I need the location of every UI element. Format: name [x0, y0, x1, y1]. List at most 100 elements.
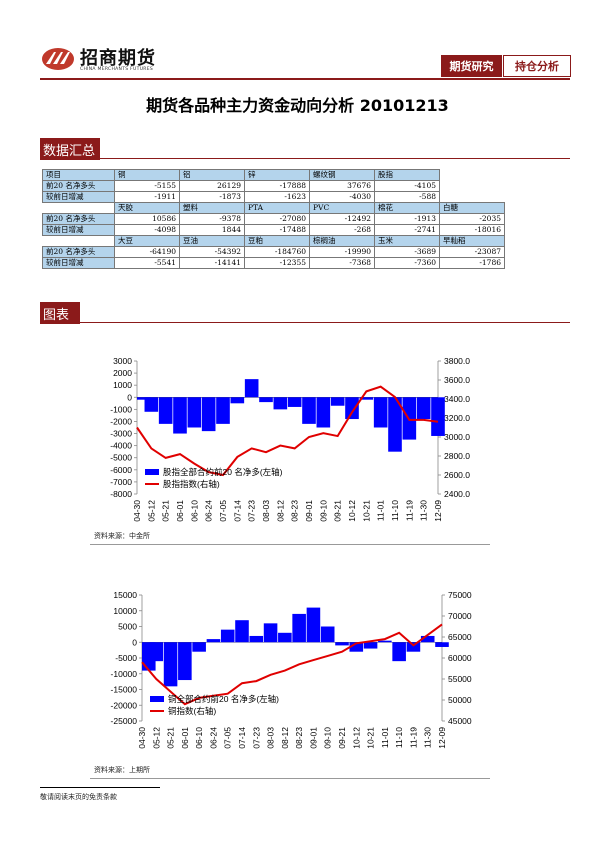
- table-cell: -268: [309, 224, 375, 236]
- table-cell: -5155: [114, 180, 180, 192]
- data-bar: [302, 397, 316, 424]
- data-bar: [349, 642, 364, 652]
- left-tick-label: -15000: [111, 685, 138, 695]
- data-bar: [144, 397, 159, 412]
- legend-label: 股指全部合约前20 名净多(左轴): [163, 467, 283, 477]
- x-tick-label: 08-03: [261, 500, 271, 522]
- table-cell: -1786: [439, 257, 505, 269]
- table-cell: -9378: [179, 213, 245, 225]
- table-row: 较前日增减 -5541 -14141 -12355 -7368 -7360 -1…: [42, 257, 505, 269]
- logo-name: 招商期货: [80, 48, 156, 69]
- data-bar: [158, 397, 173, 424]
- table-cell: 1844: [179, 224, 245, 236]
- x-tick-label: 11-10: [394, 727, 404, 748]
- data-bar: [137, 397, 151, 400]
- section-divider: [40, 158, 570, 159]
- data-bar: [263, 623, 278, 643]
- summary-table: 项目 铜 铝 锌 螺纹钢 股指 前20 名净多头 -5155 26129 -17…: [42, 169, 505, 269]
- table-cell: -23087: [439, 246, 505, 258]
- table-cell: -4098: [114, 224, 180, 236]
- right-tick-label: 3000.0: [444, 432, 470, 442]
- table-cell: -1913: [374, 213, 440, 225]
- table-cell: -1911: [114, 191, 180, 203]
- table-header-cell: 早籼稻: [439, 235, 505, 247]
- table-cell: -17488: [244, 224, 310, 236]
- data-bar: [216, 397, 230, 424]
- left-tick-label: 0: [127, 392, 132, 402]
- index-line: [136, 385, 439, 477]
- x-tick-label: 08-12: [280, 727, 290, 749]
- table-header-cell: 棉花: [374, 202, 440, 214]
- page-title: 期货各品种主力资金动向分析 20101213: [146, 96, 449, 115]
- left-tick-label: 2000: [113, 368, 132, 378]
- table-header-row: 大豆 豆油 豆粕 棕榈油 玉米 早籼稻: [42, 235, 505, 247]
- left-tick-label: 0: [132, 637, 137, 647]
- left-tick-label: -2000: [110, 416, 132, 426]
- x-tick-label: 08-23: [290, 500, 300, 522]
- table-header-cell: 棕榈油: [309, 235, 375, 247]
- right-tick-label: 70000: [448, 611, 472, 621]
- table-cell: -1623: [244, 191, 310, 203]
- table-row: 前20 名净多头 -64190 -54392 -184760 -19990 -3…: [42, 246, 505, 258]
- legend-label: 股指指数(右轴): [163, 479, 220, 489]
- x-tick-label: 07-23: [251, 727, 261, 749]
- right-tick-label: 3800.0: [444, 356, 470, 366]
- stock-index-chart: 3000 2000 1000 0 -1000 -2000 -3000 -4000 -5000 -6…: [110, 356, 470, 522]
- table-row: 较前日增减 -1911 -1873 -1623 -4030 -588: [42, 191, 505, 203]
- x-tick-label: 05-12: [146, 500, 156, 522]
- table-cell: -3689: [374, 246, 440, 258]
- data-bar: [249, 635, 264, 643]
- x-tick-label: 10-21: [361, 500, 371, 522]
- chart-source: 资料来源：中金所: [94, 532, 150, 540]
- table-header-cell: 玉米: [374, 235, 440, 247]
- right-tick-label: 3400.0: [444, 394, 470, 404]
- table-header-cell: 铜: [114, 169, 180, 181]
- x-tick-label: 06-10: [194, 727, 204, 749]
- x-tick-label: 11-19: [404, 500, 414, 521]
- x-tick-label: 11-19: [408, 727, 418, 748]
- data-bar: [287, 397, 302, 407]
- row-label: 较前日增减: [42, 224, 115, 236]
- x-tick-label: 07-05: [223, 727, 233, 749]
- table-header-cell: 螺纹钢: [309, 169, 375, 181]
- table-cell: 37676: [309, 180, 375, 192]
- table-cell: -18016: [439, 224, 505, 236]
- charts-section-label: 图表: [40, 302, 80, 324]
- table-cell: -2035: [439, 213, 505, 225]
- index-line: [141, 623, 443, 706]
- x-tick-label: 08-12: [275, 500, 285, 522]
- right-tick-label: 2800.0: [444, 451, 470, 461]
- right-tick-label: 2600.0: [444, 470, 470, 480]
- logo-icon: [42, 48, 74, 70]
- x-tick-label: 06-24: [204, 500, 214, 522]
- data-bar: [230, 397, 245, 404]
- data-bar: [373, 397, 388, 428]
- left-tick-label: -25000: [111, 716, 138, 726]
- data-bar: [278, 632, 292, 643]
- data-bar: [273, 397, 288, 410]
- data-bar: [187, 397, 202, 428]
- data-bar: [259, 397, 273, 403]
- x-tick-label: 10-12: [351, 727, 361, 749]
- left-tick-label: 3000: [113, 356, 132, 366]
- x-tick-label: 06-01: [175, 500, 185, 522]
- table-header-cell: 天胶: [114, 202, 180, 214]
- data-bar: [330, 397, 345, 406]
- table-header-cell: 铝: [179, 169, 245, 181]
- left-tick-label: -4000: [110, 441, 132, 451]
- table-cell: -4030: [309, 191, 375, 203]
- chart-divider: [90, 544, 490, 545]
- x-tick-label: 07-05: [218, 500, 228, 522]
- logo-english-name: CHINA MERCHANTS FUTURES: [80, 67, 154, 72]
- table-cell: -17888: [244, 180, 310, 192]
- data-bar: [163, 642, 178, 687]
- table-cell: -5541: [114, 257, 180, 269]
- table-cell: 10586: [114, 213, 180, 225]
- data-bar: [316, 397, 331, 428]
- table-cell: -64190: [114, 246, 180, 258]
- left-tick-label: -20000: [111, 700, 138, 710]
- x-tick-label: 09-21: [333, 500, 343, 522]
- left-tick-label: 10000: [113, 606, 137, 616]
- table-header-cell: 锌: [244, 169, 310, 181]
- right-tick-label: 45000: [448, 716, 472, 726]
